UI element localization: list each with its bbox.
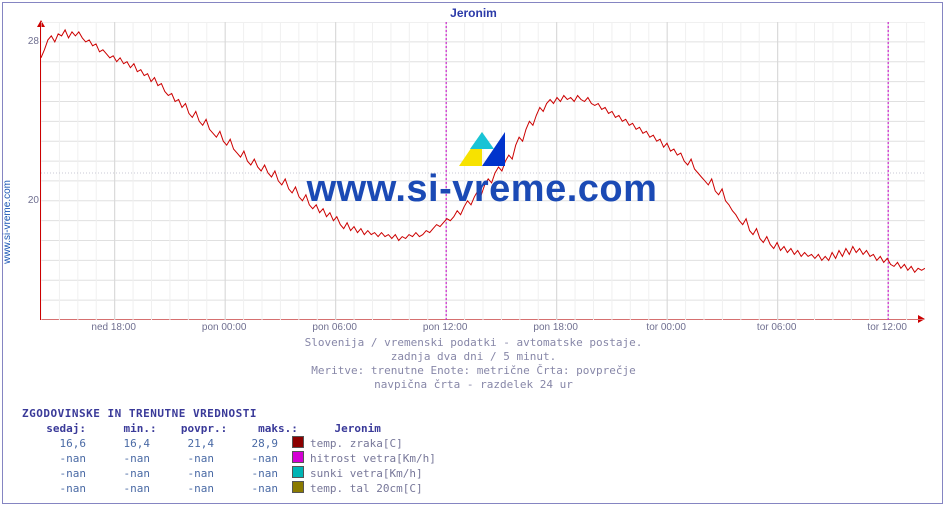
legend-data-row: 16,616,421,428,9 temp. zraka[C] bbox=[22, 436, 436, 451]
legend-series-label: hitrost vetra[Km/h] bbox=[310, 452, 436, 465]
legend-value: -nan bbox=[150, 466, 214, 481]
legend-block: ZGODOVINSKE IN TRENUTNE VREDNOSTI sedaj:… bbox=[22, 406, 436, 496]
legend-value: -nan bbox=[150, 481, 214, 496]
legend-swatch bbox=[292, 466, 304, 478]
legend-value: -nan bbox=[86, 466, 150, 481]
legend-value: -nan bbox=[214, 451, 278, 466]
legend-value: -nan bbox=[150, 451, 214, 466]
plot-svg bbox=[41, 22, 925, 320]
legend-value: -nan bbox=[22, 481, 86, 496]
x-tick-label: tor 06:00 bbox=[757, 322, 796, 333]
x-tick-label: pon 12:00 bbox=[423, 322, 468, 333]
legend-col-0: sedaj: bbox=[22, 421, 86, 436]
y-tick-label: 28 bbox=[15, 36, 39, 47]
x-tick-label: tor 00:00 bbox=[646, 322, 685, 333]
meta-line-2: zadnja dva dni / 5 minut. bbox=[0, 350, 947, 364]
legend-columns-row: sedaj: min.: povpr.: maks.: Jeronim bbox=[22, 421, 436, 436]
meta-line-1: Slovenija / vremenski podatki - avtomats… bbox=[0, 336, 947, 350]
plot-area bbox=[40, 22, 924, 320]
legend-value: -nan bbox=[22, 451, 86, 466]
legend-value: -nan bbox=[22, 466, 86, 481]
x-tick-label: tor 12:00 bbox=[867, 322, 906, 333]
x-tick-label: pon 18:00 bbox=[533, 322, 578, 333]
x-tick-label: ned 18:00 bbox=[91, 322, 136, 333]
meta-line-4: navpična črta - razdelek 24 ur bbox=[0, 378, 947, 392]
legend-col-1: min.: bbox=[93, 421, 157, 436]
brand-vertical: www.si-vreme.com bbox=[2, 180, 13, 264]
legend-col-2: povpr.: bbox=[163, 421, 227, 436]
legend-value: -nan bbox=[214, 466, 278, 481]
legend-value: 16,6 bbox=[22, 436, 86, 451]
meta-line-3: Meritve: trenutne Enote: metrične Črta: … bbox=[0, 364, 947, 378]
legend-swatch bbox=[292, 451, 304, 463]
legend-series-label: temp. zraka[C] bbox=[310, 437, 403, 450]
legend-data-row: -nan-nan-nan-nantemp. tal 20cm[C] bbox=[22, 481, 436, 496]
legend-station: Jeronim bbox=[335, 422, 381, 435]
legend-value: -nan bbox=[86, 481, 150, 496]
legend-value: -nan bbox=[214, 481, 278, 496]
legend-value: 28,9 bbox=[214, 436, 278, 451]
legend-swatch bbox=[292, 436, 304, 448]
meta-block: Slovenija / vremenski podatki - avtomats… bbox=[0, 336, 947, 392]
x-tick-label: pon 06:00 bbox=[312, 322, 357, 333]
legend-series-label: temp. tal 20cm[C] bbox=[310, 482, 423, 495]
chart-title: Jeronim bbox=[0, 6, 947, 20]
legend-data-row: -nan-nan-nan-nanhitrost vetra[Km/h] bbox=[22, 451, 436, 466]
y-tick-label: 20 bbox=[15, 195, 39, 206]
legend-value: 21,4 bbox=[150, 436, 214, 451]
legend-swatch bbox=[292, 481, 304, 493]
legend-data-row: -nan-nan-nan-nansunki vetra[Km/h] bbox=[22, 466, 436, 481]
x-tick-label: pon 00:00 bbox=[202, 322, 247, 333]
legend-series-label: sunki vetra[Km/h] bbox=[310, 467, 423, 480]
legend-col-3: maks.: bbox=[234, 421, 298, 436]
legend-value: 16,4 bbox=[86, 436, 150, 451]
legend-value: -nan bbox=[86, 451, 150, 466]
legend-header: ZGODOVINSKE IN TRENUTNE VREDNOSTI bbox=[22, 406, 436, 421]
